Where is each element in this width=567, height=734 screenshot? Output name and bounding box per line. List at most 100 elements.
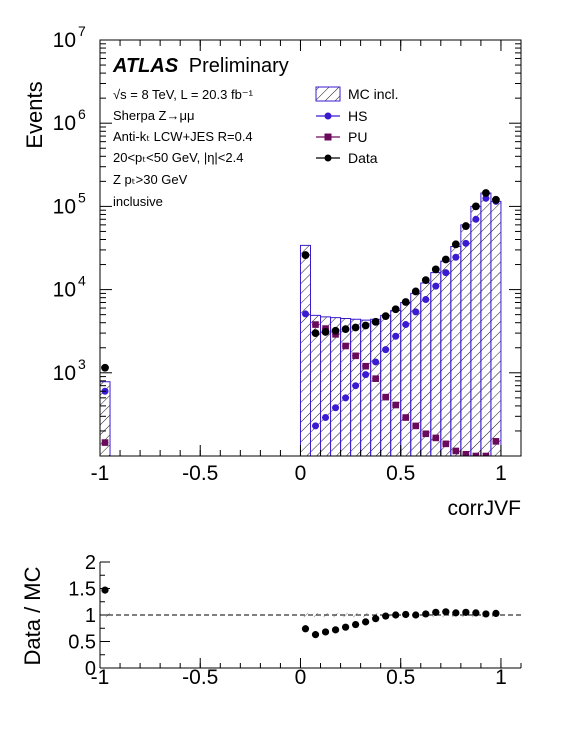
data-marker <box>471 202 480 211</box>
hs-marker <box>422 296 430 304</box>
pu-marker <box>372 375 379 382</box>
ratio-point <box>422 610 430 618</box>
hs-marker <box>442 269 450 277</box>
legend-marker-data <box>324 154 332 162</box>
hs-marker <box>301 310 309 318</box>
hs-marker <box>382 346 390 354</box>
data-marker <box>321 328 330 336</box>
data-marker <box>101 363 109 372</box>
mc-bar <box>100 381 111 456</box>
mc-bar <box>380 315 391 456</box>
mc-bar <box>440 261 451 456</box>
data-marker <box>492 195 500 204</box>
ratio-band-bin <box>310 612 321 618</box>
ratio-point <box>311 631 320 639</box>
data-marker <box>441 255 450 264</box>
ratio-band-bin <box>350 612 361 618</box>
ratio-band-bin <box>300 612 311 618</box>
main-x-axis-label: corrJVF <box>448 497 522 520</box>
mc-bar-outline <box>100 381 111 456</box>
legend-marker-hs <box>324 112 332 120</box>
hs-marker <box>432 282 440 290</box>
x-tick-label: 0 <box>295 462 307 485</box>
pu-marker <box>432 434 440 442</box>
hs-marker <box>402 321 410 329</box>
data-marker <box>431 265 440 274</box>
ratio-y-axis-label: Data / MC <box>20 566 45 665</box>
mc-bar <box>370 319 381 456</box>
pu-marker <box>352 352 359 360</box>
data-marker <box>381 312 390 321</box>
pu-marker <box>472 452 480 456</box>
ratio-point <box>101 586 109 594</box>
ratio-point <box>492 609 500 618</box>
ratio-point <box>321 628 330 636</box>
mc-bar <box>340 318 351 456</box>
ratio-x-tick-label: 1 <box>495 666 507 689</box>
y-tick-label: 10 <box>53 195 76 218</box>
legend: MC incl. HS PU Data <box>315 86 399 166</box>
ratio-y-tick-label: 1 <box>85 605 96 627</box>
hs-marker <box>482 194 490 202</box>
ratio-point <box>442 608 450 616</box>
ratio-point <box>482 610 490 618</box>
ratio-point <box>412 611 420 619</box>
x-tick-label: 1 <box>495 462 507 485</box>
mc-bar <box>430 272 441 456</box>
x-tick-label: 0.5 <box>386 462 415 485</box>
mc-bar <box>330 317 341 456</box>
pu-marker <box>312 321 319 328</box>
main-y-axis-label: Events <box>22 81 47 148</box>
ratio-x-tick-label: 0.5 <box>386 666 415 689</box>
data-marker <box>401 298 410 306</box>
ratio-point <box>301 625 310 633</box>
pu-marker <box>482 452 490 456</box>
ratio-x-tick-label: -1 <box>91 666 110 689</box>
data-marker <box>421 276 430 285</box>
pu-marker <box>452 447 460 455</box>
hs-marker <box>332 404 340 412</box>
pu-marker <box>402 414 410 421</box>
mc-bar <box>470 206 481 456</box>
hs-marker <box>412 308 420 316</box>
series-markers <box>101 189 500 456</box>
annotation-block: ATLAS Preliminary √s = 8 TeV, L = 20.3 f… <box>112 55 289 209</box>
mc-bar <box>450 246 461 456</box>
ratio-x-tick-label: 0 <box>295 666 307 689</box>
pu-marker <box>442 440 450 448</box>
mc-bar <box>300 245 311 456</box>
legend-marker-pu <box>324 133 332 141</box>
data-marker <box>341 325 350 334</box>
ratio-point <box>372 615 380 623</box>
pu-marker <box>392 401 400 409</box>
ratio-point <box>432 608 440 616</box>
annotation-line: √s = 8 TeV, L = 20.3 fb⁻¹ <box>113 87 254 102</box>
legend-label: Data <box>348 150 378 166</box>
hs-marker <box>372 358 380 366</box>
pu-marker <box>362 362 369 370</box>
mc-bar <box>400 302 411 456</box>
ratio-point <box>352 620 360 629</box>
legend-label: PU <box>348 129 367 145</box>
legend-label: MC incl. <box>348 86 399 102</box>
mc-bar <box>490 201 501 456</box>
hs-marker <box>392 332 400 340</box>
ratio-point <box>402 610 410 619</box>
y-tick-exponent: 5 <box>78 189 86 205</box>
ratio-axes: 0 0.5 1 1.5 2 -1 -0.5 0 0.5 1 <box>68 552 522 689</box>
ratio-panel: 0 0.5 1 1.5 2 -1 -0.5 0 0.5 1 Data / MC <box>20 552 522 689</box>
annotation-line: inclusive <box>113 194 163 209</box>
y-tick-label: 10 <box>53 112 76 135</box>
ratio-point <box>462 608 470 616</box>
pu-marker <box>101 439 109 446</box>
hs-marker <box>312 422 320 430</box>
y-tick-label: 10 <box>53 362 76 385</box>
data-marker <box>301 251 310 259</box>
ratio-x-tick-label: -0.5 <box>182 666 218 689</box>
data-marker <box>351 323 360 332</box>
ratio-point <box>392 611 400 619</box>
ratio-point <box>382 612 390 620</box>
